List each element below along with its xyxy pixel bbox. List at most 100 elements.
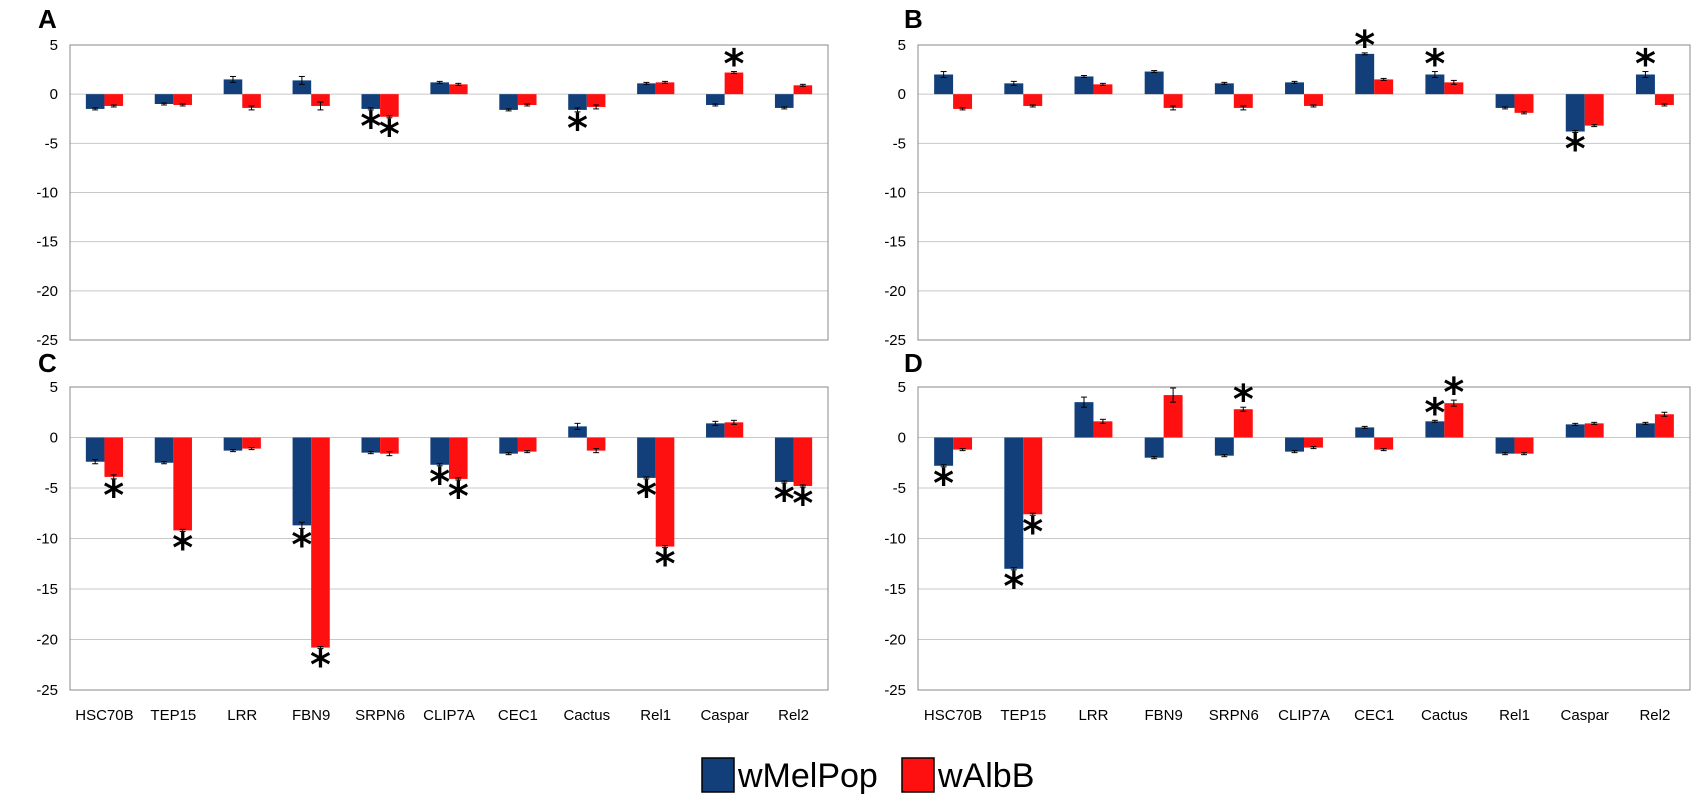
y-tick-label: 5: [50, 379, 58, 396]
bar-wmelpop-rel1: [637, 437, 656, 478]
significance-star: *: [1003, 564, 1024, 610]
bar-wmelpop-srpn6: [361, 94, 381, 109]
y-tick-label: 5: [50, 37, 58, 54]
category-label: TEP15: [1000, 707, 1046, 724]
bar-wmelpop-rel2: [1635, 74, 1655, 95]
panel-letter: C: [38, 348, 57, 378]
category-label: FBN9: [1144, 707, 1182, 724]
bar-wmelpop-srpn6: [1214, 437, 1234, 456]
bar-walbb-lrr: [242, 94, 261, 108]
legend-swatch-wmelpop: [701, 757, 735, 793]
y-tick-label: -15: [884, 234, 906, 251]
bar-walbb-cactus: [586, 437, 606, 451]
legend-label-walbb: wAlbB: [937, 757, 1034, 795]
panel-letter: A: [38, 4, 57, 34]
bar-walbb-caspar: [724, 72, 744, 95]
y-tick-label: -20: [36, 283, 58, 300]
category-label: Rel2: [778, 707, 809, 724]
y-tick-label: -10: [36, 185, 58, 202]
bar-wmelpop-caspar: [706, 423, 725, 438]
significance-star: *: [172, 525, 193, 571]
y-tick-label: -15: [36, 581, 58, 598]
bar-wmelpop-cactus: [568, 426, 587, 438]
bar-wmelpop-hsc70b: [85, 437, 105, 462]
bar-walbb-hsc70b: [953, 94, 973, 109]
bar-wmelpop-tep15: [1004, 437, 1024, 569]
category-label: Cactus: [1421, 707, 1468, 724]
bar-walbb-srpn6: [1233, 409, 1253, 438]
bar-wmelpop-hsc70b: [85, 94, 105, 109]
y-tick-label: -5: [45, 480, 58, 497]
bar-walbb-rel2: [1654, 94, 1674, 105]
bar-wmelpop-cactus: [1425, 74, 1445, 95]
bar-wmelpop-lrr: [1074, 76, 1094, 95]
bar-walbb-hsc70b: [104, 437, 124, 477]
bar-walbb-rel1: [655, 437, 675, 547]
bar-walbb-clip7a: [1304, 94, 1323, 106]
legend-swatch-walbb: [901, 757, 935, 793]
bar-walbb-lrr: [1093, 421, 1113, 438]
significance-star: *: [360, 104, 381, 150]
y-tick-label: 5: [898, 37, 906, 54]
significance-star: *: [774, 477, 795, 523]
bar-walbb-cec1: [517, 94, 537, 105]
significance-star: *: [1424, 42, 1445, 88]
bar-wmelpop-fbn9: [292, 437, 312, 526]
bar-wmelpop-clip7a: [430, 82, 449, 95]
bar-walbb-srpn6: [380, 437, 399, 454]
y-tick-label: -20: [36, 632, 58, 649]
significance-star: *: [567, 106, 588, 152]
category-label: Caspar: [1561, 707, 1609, 724]
bar-wmelpop-clip7a: [430, 437, 449, 465]
bar-walbb-caspar: [1584, 94, 1604, 126]
bar-walbb-rel2: [1654, 414, 1674, 438]
bar-walbb-srpn6: [380, 94, 399, 117]
bar-wmelpop-cactus: [568, 94, 587, 110]
bar-wmelpop-rel1: [1495, 94, 1515, 108]
bar-walbb-caspar: [1584, 423, 1604, 438]
chart-legend: wMelPop wAlbB: [701, 757, 1034, 795]
significance-star: *: [933, 461, 954, 507]
y-tick-label: -10: [36, 531, 58, 548]
bar-walbb-cactus: [586, 94, 606, 107]
bar-walbb-fbn9: [311, 94, 330, 106]
y-tick-label: -25: [884, 332, 906, 349]
bar-walbb-clip7a: [449, 84, 468, 95]
significance-star: *: [1424, 390, 1445, 436]
bar-walbb-rel2: [793, 437, 813, 486]
bar-walbb-hsc70b: [953, 437, 973, 450]
legend-label-wmelpop: wMelPop: [737, 757, 878, 795]
bar-wmelpop-cec1: [1355, 53, 1375, 95]
bar-walbb-rel1: [655, 82, 675, 95]
bar-wmelpop-srpn6: [1214, 83, 1234, 95]
bar-walbb-rel1: [1514, 94, 1534, 113]
y-tick-label: -5: [893, 480, 906, 497]
significance-star: *: [792, 481, 813, 527]
bar-wmelpop-rel2: [774, 437, 794, 482]
panel-c: 50-5-10-15-20-25C*HSC70B*TEP15 LRR**FBN9 S…: [36, 348, 829, 724]
bar-walbb-clip7a: [449, 437, 468, 479]
y-tick-label: -20: [884, 283, 906, 300]
bar-walbb-fbn9: [1163, 94, 1183, 108]
bar-wmelpop-fbn9: [1144, 71, 1164, 95]
bar-walbb-tep15: [173, 94, 192, 105]
bar-walbb-clip7a: [1304, 437, 1323, 448]
panel-letter: B: [904, 4, 923, 34]
bar-walbb-fbn9: [1163, 395, 1183, 438]
bar-wmelpop-clip7a: [1285, 437, 1304, 452]
bar-walbb-cec1: [1374, 79, 1394, 95]
bar-walbb-cactus: [1444, 82, 1464, 95]
bar-wmelpop-clip7a: [1285, 82, 1304, 95]
y-tick-label: -25: [884, 682, 906, 699]
significance-star: *: [1565, 127, 1586, 173]
category-label: CEC1: [498, 707, 538, 724]
chart-panels: 50-5-10-15-20-25A** ** 50-5-10-15-20-25B* *…: [36, 4, 1691, 724]
significance-star: *: [448, 474, 469, 520]
y-tick-label: 0: [898, 86, 906, 103]
significance-star: *: [1443, 370, 1464, 416]
bar-walbb-cactus: [1444, 403, 1464, 438]
category-label: CLIP7A: [1278, 707, 1330, 724]
bar-wmelpop-tep15: [154, 94, 174, 104]
bar-wmelpop-srpn6: [361, 437, 381, 453]
